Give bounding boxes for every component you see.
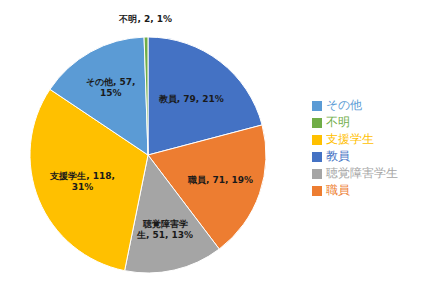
html-text:不明: 不明 [326, 115, 350, 129]
html-text:その他: その他 [326, 98, 362, 112]
svg-text:職員, 71, 19%: 職員, 71, 19% [187, 175, 253, 185]
svg-text:不明, 2, 1%: 不明, 2, 1% [118, 14, 172, 24]
html-text:支援学生: 支援学生 [326, 132, 374, 146]
html-text:教員: 教員 [326, 149, 350, 163]
html-text:聴覚障害学生: 聴覚障害学生 [326, 166, 398, 180]
svg-text:支援学生, 118,31%: 支援学生, 118,31% [49, 171, 115, 192]
html-text:職員: 職員 [326, 183, 350, 197]
svg-text:聴覚障害学生, 51, 13%: 聴覚障害学生, 51, 13% [136, 219, 193, 240]
svg-text:その他, 57,15%: その他, 57,15% [86, 77, 136, 98]
svg-text:教員, 79, 21%: 教員, 79, 21% [158, 94, 224, 104]
